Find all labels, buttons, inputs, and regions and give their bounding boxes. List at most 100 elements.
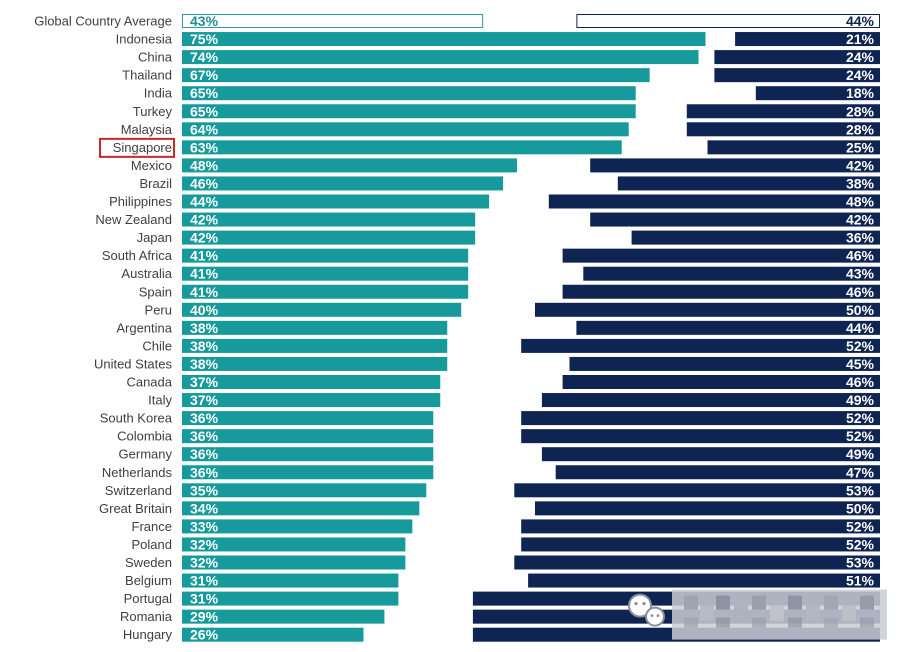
value-right-indonesia: 21%	[846, 31, 875, 47]
bar-right-belgium	[528, 573, 880, 588]
value-right-new-zealand: 42%	[846, 212, 875, 228]
value-left-portugal: 31%	[190, 591, 219, 607]
value-left-australia: 41%	[190, 266, 219, 282]
bar-left-romania	[182, 609, 385, 624]
bar-right-australia	[583, 266, 880, 281]
bar-left-hungary	[182, 627, 364, 642]
bar-right-italy	[541, 393, 880, 408]
value-right-global-country-average: 44%	[846, 13, 875, 29]
country-label-peru: Peru	[145, 302, 172, 317]
bar-right-canada	[562, 375, 880, 389]
value-right-india: 18%	[846, 85, 875, 101]
bar-left-india	[182, 86, 636, 101]
watermark-mosaic	[716, 617, 730, 628]
bar-left-belgium	[182, 573, 399, 588]
country-label-thailand: Thailand	[122, 68, 172, 83]
bar-left-thailand	[182, 68, 650, 83]
bar-left-mexico	[182, 158, 518, 173]
value-right-italy: 49%	[846, 392, 875, 408]
value-left-malaysia: 64%	[190, 121, 219, 137]
bar-right-new-zealand	[590, 212, 880, 227]
country-label-netherlands: Netherlands	[102, 465, 173, 480]
bar-left-malaysia	[182, 122, 629, 137]
bar-left-argentina	[182, 320, 448, 335]
bar-left-philippines	[182, 194, 490, 209]
value-left-brazil: 46%	[190, 175, 219, 191]
value-left-spain: 41%	[190, 284, 219, 300]
bar-right-great-britain	[535, 501, 880, 516]
country-label-germany: Germany	[119, 447, 173, 462]
bar-left-canada	[182, 375, 441, 389]
value-right-great-britain: 50%	[846, 500, 875, 516]
watermark-mosaic	[788, 617, 802, 628]
value-right-germany: 49%	[846, 446, 875, 462]
country-label-belgium: Belgium	[125, 573, 172, 588]
value-left-germany: 36%	[190, 446, 219, 462]
bar-left-south-korea	[182, 411, 434, 426]
country-label-italy: Italy	[148, 393, 172, 408]
bar-right-switzerland	[514, 483, 880, 498]
value-left-indonesia: 75%	[190, 31, 219, 47]
value-left-italy: 37%	[190, 392, 219, 408]
series-left-bars: 43% 75% 74% 67% 65% 65% 64% 63% 48% 46% 44% 42% 42% 4…	[182, 13, 706, 643]
value-left-canada: 37%	[190, 374, 219, 390]
value-right-canada: 46%	[846, 374, 875, 390]
value-right-singapore: 25%	[846, 139, 875, 155]
bar-left-australia	[182, 266, 469, 281]
bar-right-malaysia	[686, 122, 880, 137]
value-right-argentina: 44%	[846, 320, 875, 336]
watermark-mosaic	[684, 595, 698, 610]
watermark	[628, 589, 887, 640]
bar-right-south-korea	[521, 411, 880, 426]
bar-right-colombia	[521, 429, 880, 444]
value-right-thailand: 24%	[846, 67, 875, 83]
country-label-indonesia: Indonesia	[116, 32, 173, 47]
bar-right-mexico	[590, 158, 880, 173]
value-left-mexico: 48%	[190, 157, 219, 173]
series-right-bars: 44% 21% 24% 24% 18% 28% 28% 25% 42% 38% 48% 42% 36% 4…	[472, 13, 881, 642]
bar-left-portugal	[182, 591, 399, 606]
bar-right-china	[714, 50, 880, 65]
country-label-portugal: Portugal	[124, 591, 173, 606]
value-right-turkey: 28%	[846, 103, 875, 119]
bar-right-france	[521, 519, 880, 534]
country-label-turkey: Turkey	[133, 104, 173, 119]
value-right-belgium: 51%	[846, 573, 875, 589]
value-left-south-africa: 41%	[190, 248, 219, 264]
highlight-box	[99, 137, 175, 158]
value-right-netherlands: 47%	[846, 464, 875, 480]
value-right-philippines: 48%	[846, 194, 875, 210]
country-label-new-zealand: New Zealand	[95, 212, 172, 227]
country-label-brazil: Brazil	[139, 176, 172, 191]
country-label-united-states: United States	[94, 356, 173, 371]
watermark-mosaic	[684, 617, 698, 628]
bar-right-brazil	[617, 176, 880, 191]
value-left-poland: 32%	[190, 536, 219, 552]
bar-left-japan	[182, 230, 476, 245]
watermark-mosaic	[752, 595, 766, 610]
wechat-icon	[628, 593, 665, 627]
bar-right-indonesia	[735, 32, 880, 47]
value-right-france: 52%	[846, 518, 875, 534]
value-left-japan: 42%	[190, 230, 219, 246]
country-label-hungary: Hungary	[123, 627, 173, 642]
watermark-mosaic	[806, 611, 820, 622]
value-right-south-africa: 46%	[846, 248, 875, 264]
country-label-canada: Canada	[126, 375, 172, 390]
value-right-mexico: 42%	[846, 157, 875, 173]
country-label-australia: Australia	[121, 266, 172, 281]
watermark-mosaic	[734, 611, 748, 622]
bar-left-sweden	[182, 555, 406, 570]
bar-right-sweden	[514, 555, 880, 570]
bar-left-netherlands	[182, 465, 434, 480]
value-right-south-korea: 52%	[846, 410, 875, 426]
value-left-new-zealand: 42%	[190, 212, 219, 228]
value-left-colombia: 36%	[190, 428, 219, 444]
bar-left-brazil	[182, 176, 504, 191]
country-label-india: India	[144, 86, 173, 101]
value-left-peru: 40%	[190, 302, 219, 318]
value-right-spain: 46%	[846, 284, 875, 300]
country-label-spain: Spain	[139, 284, 172, 299]
country-label-switzerland: Switzerland	[105, 483, 172, 498]
country-label-great-britain: Great Britain	[99, 501, 172, 516]
